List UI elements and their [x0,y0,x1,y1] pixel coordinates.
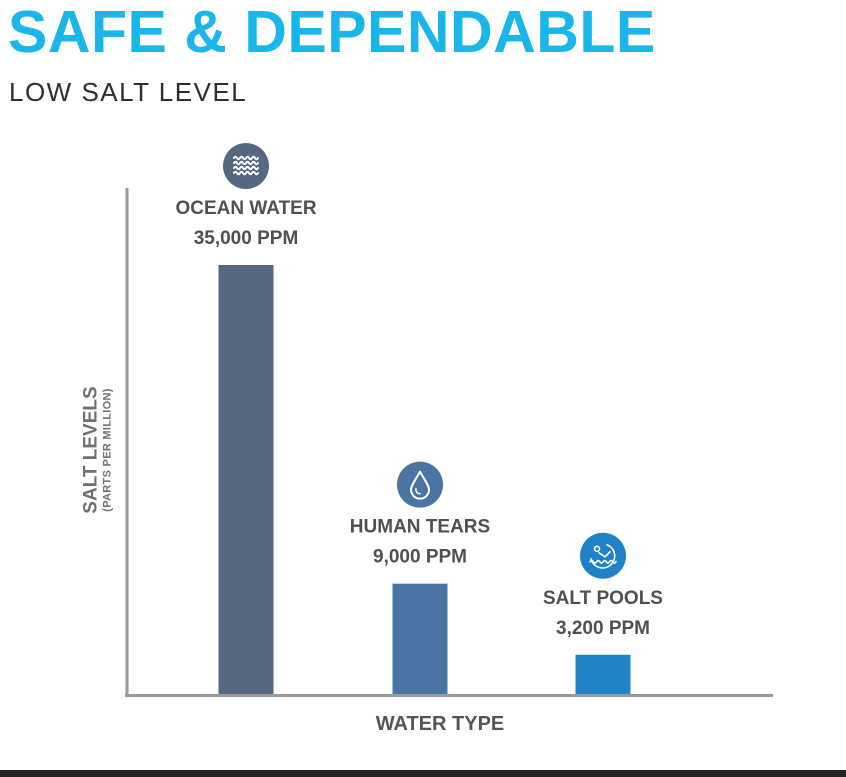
bar-human-tears [392,583,448,694]
y-axis-subtitle: (PARTS PER MILLION) [101,388,114,512]
page-title: SAFE & DEPENDABLE [8,0,656,65]
swimmer-icon [580,532,626,579]
page-subtitle: LOW SALT LEVEL [9,77,248,107]
water-drop-icon [397,461,443,508]
category-label: SALT POOLS [543,588,663,609]
value-label: 35,000 PPM [194,228,299,249]
x-axis-label: WATER TYPE [375,713,505,735]
y-axis-title: SALT LEVELS [80,386,102,514]
bar-salt-pools [575,654,631,694]
category-label: HUMAN TEARS [350,517,490,538]
bottom-border [0,770,846,777]
waves-icon [223,143,269,189]
category-label: OCEAN WATER [175,198,316,219]
value-label: 9,000 PPM [373,547,467,568]
bar-ocean-water [218,265,274,694]
value-label: 3,200 PPM [556,618,650,639]
y-axis-label: SALT LEVELS (PARTS PER MILLION) [80,386,115,514]
